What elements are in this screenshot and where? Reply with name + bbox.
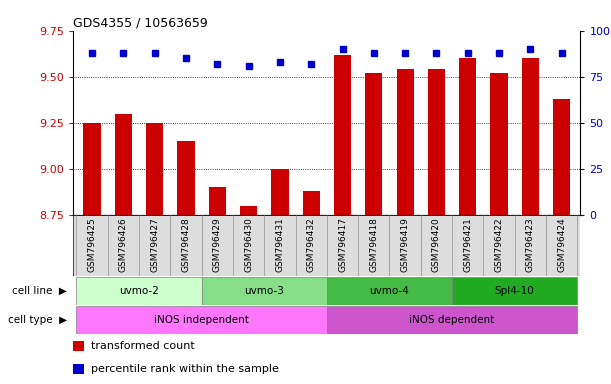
- Text: iNOS independent: iNOS independent: [154, 314, 249, 325]
- Text: cell type  ▶: cell type ▶: [8, 314, 67, 325]
- Bar: [73, 215, 580, 276]
- Bar: [146, 123, 163, 215]
- Text: GSM796418: GSM796418: [369, 217, 378, 272]
- Text: GSM796429: GSM796429: [213, 217, 222, 272]
- Bar: [73, 341, 84, 351]
- Bar: [452, 277, 577, 305]
- Bar: [491, 73, 508, 215]
- Text: transformed count: transformed count: [91, 341, 195, 351]
- Bar: [397, 70, 414, 215]
- Text: Spl4-10: Spl4-10: [495, 286, 535, 296]
- Text: GSM796432: GSM796432: [307, 217, 316, 272]
- Text: GSM796421: GSM796421: [463, 217, 472, 272]
- Text: GSM796424: GSM796424: [557, 217, 566, 272]
- Bar: [209, 187, 226, 215]
- Text: percentile rank within the sample: percentile rank within the sample: [91, 364, 279, 374]
- Bar: [365, 73, 382, 215]
- Text: uvmo-2: uvmo-2: [119, 286, 159, 296]
- Text: GSM796427: GSM796427: [150, 217, 159, 272]
- Text: cell line  ▶: cell line ▶: [12, 286, 67, 296]
- Bar: [84, 123, 101, 215]
- Text: uvmo-4: uvmo-4: [370, 286, 409, 296]
- Bar: [76, 306, 327, 333]
- Bar: [76, 277, 202, 305]
- Bar: [240, 206, 257, 215]
- Bar: [302, 191, 320, 215]
- Text: GSM796426: GSM796426: [119, 217, 128, 272]
- Bar: [202, 277, 327, 305]
- Bar: [327, 306, 577, 333]
- Bar: [459, 58, 477, 215]
- Bar: [428, 70, 445, 215]
- Text: GSM796425: GSM796425: [87, 217, 97, 272]
- Bar: [334, 55, 351, 215]
- Bar: [327, 277, 452, 305]
- Text: GSM796419: GSM796419: [401, 217, 409, 272]
- Text: GSM796428: GSM796428: [181, 217, 191, 272]
- Bar: [553, 99, 570, 215]
- Text: uvmo-3: uvmo-3: [244, 286, 284, 296]
- Text: GSM796422: GSM796422: [494, 217, 503, 272]
- Text: GSM796430: GSM796430: [244, 217, 253, 272]
- Bar: [522, 58, 539, 215]
- Text: GSM796417: GSM796417: [338, 217, 347, 272]
- Bar: [271, 169, 288, 215]
- Text: GSM796423: GSM796423: [526, 217, 535, 272]
- Bar: [177, 141, 195, 215]
- Text: GSM796431: GSM796431: [276, 217, 285, 272]
- Bar: [73, 364, 84, 374]
- Text: GSM796420: GSM796420: [432, 217, 441, 272]
- Bar: [115, 114, 132, 215]
- Text: iNOS dependent: iNOS dependent: [409, 314, 495, 325]
- Text: GDS4355 / 10563659: GDS4355 / 10563659: [73, 17, 208, 30]
